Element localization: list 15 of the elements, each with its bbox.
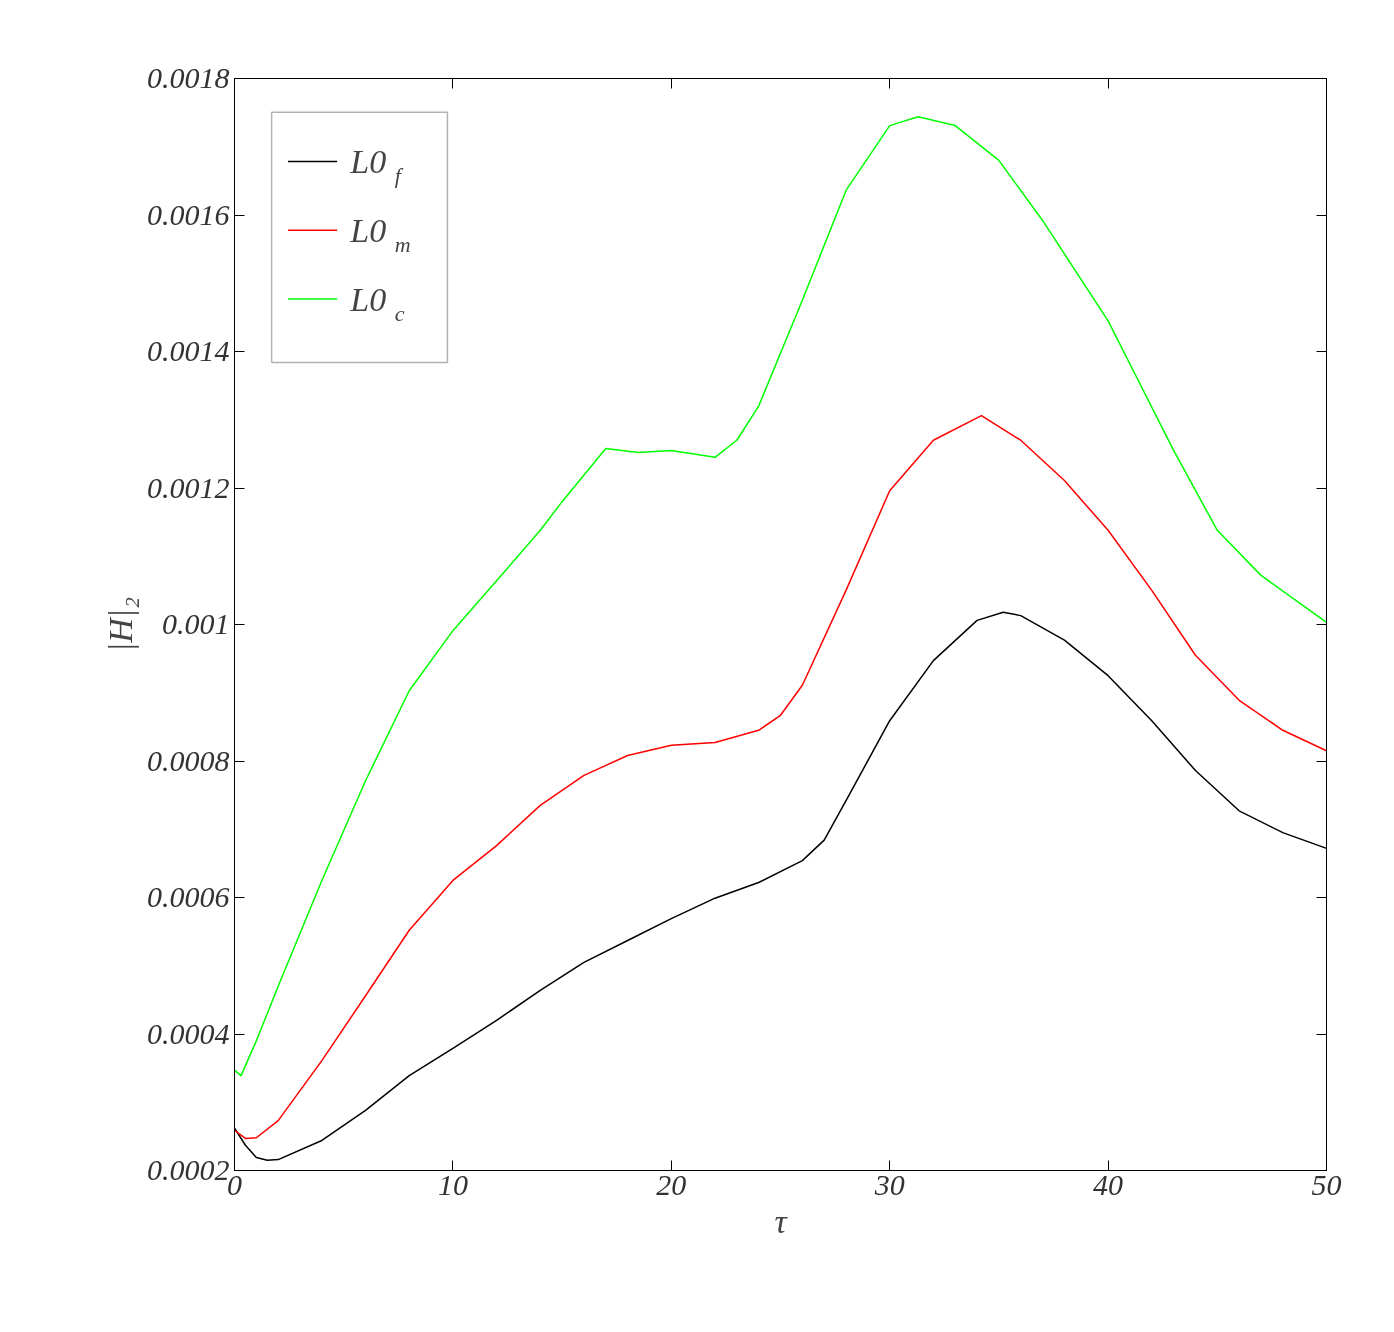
x-tick-label: 10 xyxy=(437,1167,468,1201)
y-tick-label: 0.0018 xyxy=(147,61,230,94)
x-tick-label: 50 xyxy=(1311,1167,1342,1201)
y-tick-label: 0.0004 xyxy=(147,1016,230,1050)
y-tick-label: 0.0012 xyxy=(147,470,230,504)
y-tick-label: 0.001 xyxy=(162,607,230,640)
y-tick-label: 0.0006 xyxy=(147,880,230,913)
y-tick-label: 0.0014 xyxy=(147,334,230,367)
y-axis-title: |H|₂ xyxy=(102,596,139,653)
x-axis-title: τ xyxy=(774,1202,789,1240)
y-tick-label: 0.0008 xyxy=(147,743,230,777)
x-tick-label: 20 xyxy=(656,1167,687,1201)
y-tick-label: 0.0016 xyxy=(147,197,230,231)
x-tick-label: 30 xyxy=(873,1167,905,1201)
x-tick-label: 40 xyxy=(1093,1167,1124,1201)
